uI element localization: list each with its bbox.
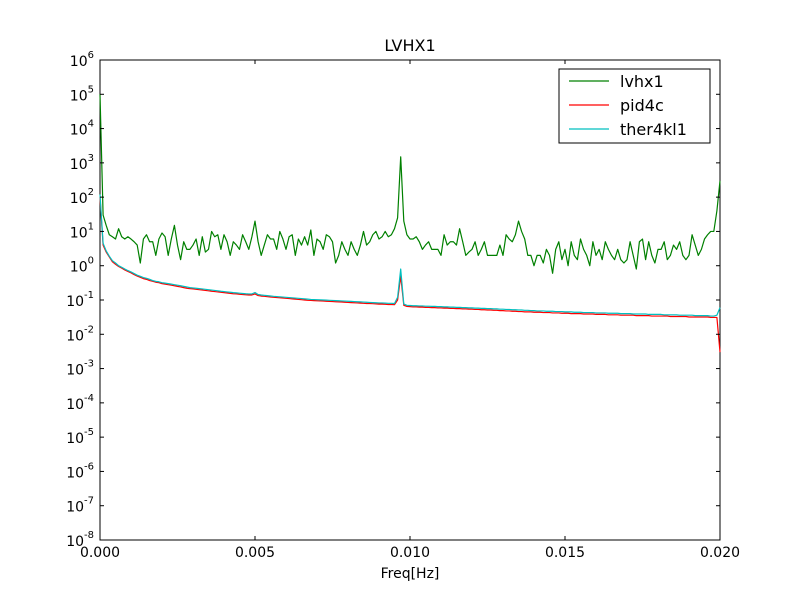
y-tick-exponent: 5: [88, 84, 94, 95]
ticks-group: 0.000 0.005 0.010 0.015 0.02010-810-710-610-…: [66, 50, 740, 561]
legend-label-ther4kl1: ther4kl1: [620, 120, 687, 139]
y-tick-base: 10: [66, 431, 84, 447]
legend-label-lvhx1: lvhx1: [620, 72, 664, 91]
y-tick-base: 10: [70, 54, 88, 70]
series-line-lvhx1: [99, 94, 721, 274]
y-tick-label: 106: [70, 50, 94, 70]
y-tick-base: 10: [66, 328, 84, 344]
y-tick-exponent: -4: [84, 393, 94, 404]
y-tick-exponent: -3: [84, 359, 94, 370]
y-tick-base: 10: [70, 225, 88, 241]
y-tick-base: 10: [70, 88, 88, 104]
y-tick-base: 10: [70, 123, 88, 139]
series-line-pid4c: [99, 197, 721, 353]
y-tick-exponent: 0: [88, 256, 94, 267]
y-tick-label: 104: [70, 119, 94, 139]
y-tick-exponent: -5: [84, 427, 94, 438]
legend-label-pid4c: pid4c: [620, 96, 664, 115]
y-tick-label: 10-2: [66, 324, 94, 344]
y-tick-label: 10-1: [66, 290, 94, 310]
y-tick-label: 10-8: [66, 530, 94, 550]
x-tick-label: 0.020: [700, 545, 740, 561]
y-tick-base: 10: [70, 260, 88, 276]
legend: lvhx1 pid4c ther4kl1: [558, 68, 711, 144]
y-tick-exponent: -6: [84, 461, 94, 472]
y-tick-base: 10: [66, 363, 84, 379]
y-tick-base: 10: [66, 465, 84, 481]
y-tick-base: 10: [66, 397, 84, 413]
x-tick-label: 0.005: [235, 545, 275, 561]
y-tick-label: 102: [70, 187, 94, 207]
y-tick-exponent: 6: [88, 50, 94, 61]
y-tick-exponent: 2: [88, 187, 94, 198]
x-axis-label: Freq[Hz]: [381, 566, 440, 582]
y-tick-label: 10-3: [66, 359, 94, 379]
y-tick-label: 10-4: [66, 393, 94, 413]
chart-title: LVHX1: [384, 36, 435, 55]
y-tick-exponent: -7: [84, 496, 94, 507]
y-tick-base: 10: [70, 191, 88, 207]
series-group: [99, 94, 721, 353]
x-tick-label: 0.010: [390, 545, 430, 561]
y-tick-label: 10-5: [66, 427, 94, 447]
y-tick-exponent: -1: [84, 290, 94, 301]
y-tick-base: 10: [66, 294, 84, 310]
y-tick-label: 103: [70, 153, 94, 173]
y-tick-label: 105: [70, 84, 94, 104]
y-tick-base: 10: [70, 157, 88, 173]
y-tick-exponent: -8: [84, 530, 94, 541]
x-tick-label: 0.015: [545, 545, 585, 561]
y-tick-exponent: 3: [88, 153, 94, 164]
y-tick-label: 10-7: [66, 496, 94, 516]
y-tick-exponent: 1: [88, 221, 94, 232]
x-tick-label: 0.000: [80, 545, 120, 561]
y-tick-base: 10: [66, 534, 84, 550]
y-tick-base: 10: [66, 500, 84, 516]
y-tick-label: 10-6: [66, 461, 94, 481]
series-line-ther4kl1: [99, 194, 721, 317]
y-tick-label: 101: [70, 221, 94, 241]
y-tick-exponent: 4: [88, 119, 94, 130]
y-tick-label: 100: [70, 256, 94, 276]
y-tick-exponent: -2: [84, 324, 94, 335]
